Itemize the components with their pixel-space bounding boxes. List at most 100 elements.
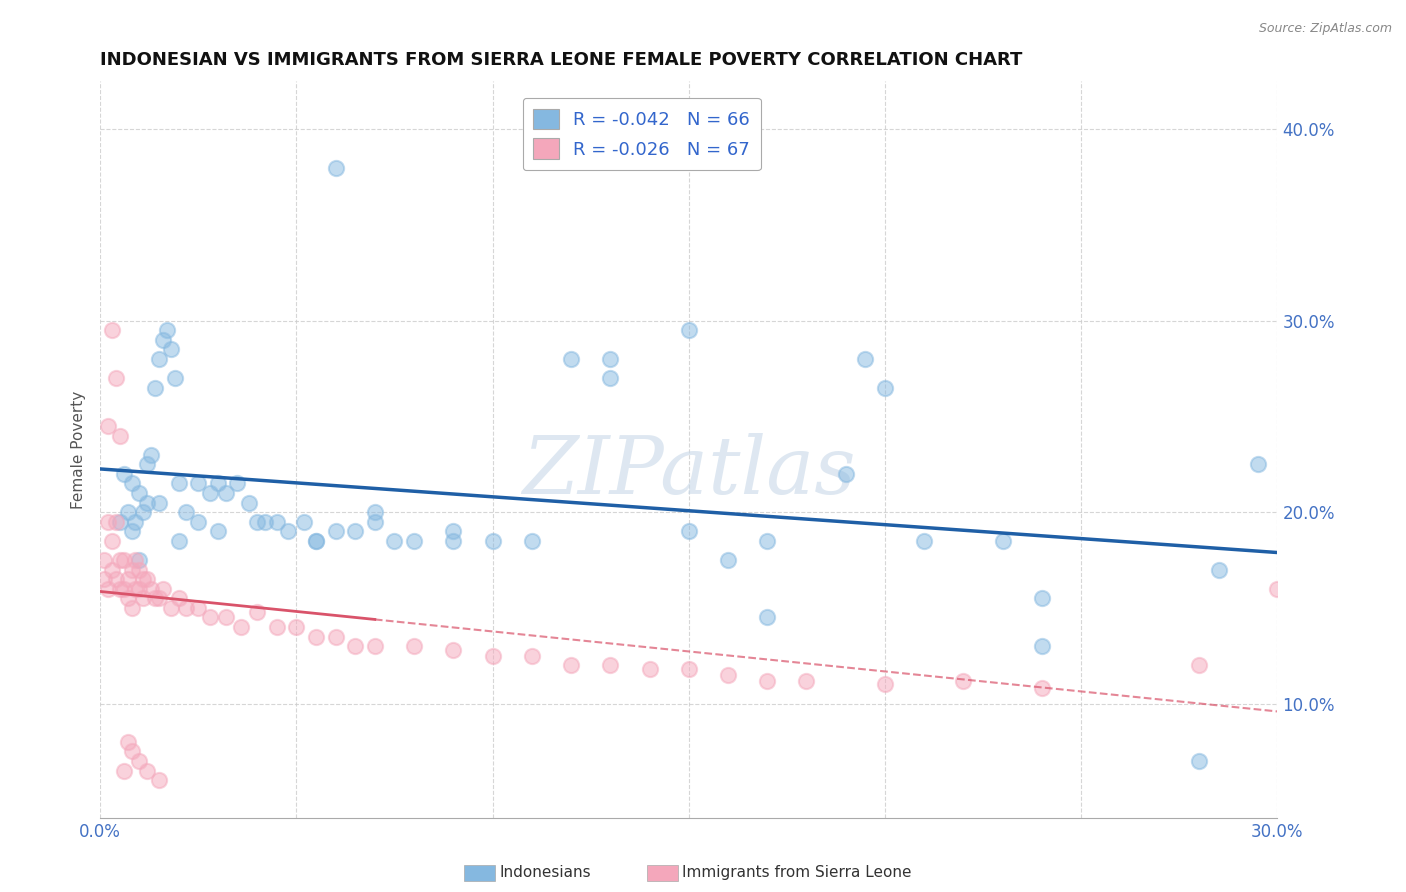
Point [364,639,387,653]
Point [1188,754,1211,768]
Point [132,591,155,606]
Point [121,524,143,539]
Point [128,486,150,500]
Point [128,553,150,567]
Point [167,476,190,491]
Point [253,515,276,529]
Point [873,381,896,395]
Point [136,572,159,586]
Point [246,605,269,619]
Point [124,515,146,529]
Point [560,351,582,366]
Point [121,563,143,577]
Point [198,486,221,500]
Point [638,662,661,676]
Point [152,333,174,347]
Text: ZIPatlas: ZIPatlas [522,434,855,511]
Point [104,515,127,529]
Point [599,371,621,385]
Point [108,553,131,567]
Point [101,323,124,337]
Point [148,495,170,509]
Text: INDONESIAN VS IMMIGRANTS FROM SIERRA LEONE FEMALE POVERTY CORRELATION CHART: INDONESIAN VS IMMIGRANTS FROM SIERRA LEO… [100,51,1022,69]
Point [152,582,174,596]
Point [108,428,131,442]
Point [756,533,779,548]
Point [1031,639,1053,653]
Point [101,563,124,577]
Point [717,553,740,567]
Point [441,533,464,548]
Point [97,419,120,434]
Point [207,524,229,539]
Point [159,343,181,357]
Point [215,486,238,500]
Point [117,735,139,749]
Point [97,582,120,596]
Point [112,764,135,778]
Point [101,533,124,548]
Y-axis label: Female Poverty: Female Poverty [72,391,86,509]
Point [136,495,159,509]
Point [1208,563,1230,577]
Point [1267,582,1289,596]
Point [364,505,387,519]
Point [143,591,166,606]
Point [292,515,315,529]
Point [112,582,135,596]
Point [117,572,139,586]
Point [167,591,190,606]
Point [121,476,143,491]
Point [285,620,308,634]
Point [384,533,406,548]
Point [132,505,155,519]
Point [156,323,179,337]
Point [187,600,209,615]
Point [132,572,155,586]
Point [148,591,170,606]
Point [441,643,464,657]
Point [305,630,328,644]
Point [266,515,288,529]
Point [796,673,818,688]
Point [108,515,131,529]
Point [678,524,700,539]
Point [93,553,115,567]
Point [176,505,198,519]
Point [520,648,543,663]
Point [108,582,131,596]
Point [520,533,543,548]
Point [117,505,139,519]
Point [124,553,146,567]
Point [364,515,387,529]
Point [1247,457,1270,471]
Point [148,773,170,788]
Point [112,553,135,567]
Point [481,648,503,663]
Point [873,677,896,691]
Point [143,381,166,395]
Text: Immigrants from Sierra Leone: Immigrants from Sierra Leone [682,865,911,880]
Point [148,351,170,366]
Point [1188,658,1211,673]
Point [1031,591,1053,606]
Point [176,600,198,615]
Point [717,668,740,682]
Point [325,630,347,644]
Point [246,515,269,529]
Point [305,533,328,548]
Point [599,351,621,366]
Point [139,448,162,462]
Point [226,476,249,491]
Point [207,476,229,491]
Point [136,764,159,778]
Text: Indonesians: Indonesians [499,865,591,880]
Point [599,658,621,673]
Point [128,582,150,596]
Point [853,351,876,366]
Point [441,524,464,539]
Point [560,658,582,673]
Point [117,591,139,606]
Point [93,572,115,586]
Point [159,600,181,615]
